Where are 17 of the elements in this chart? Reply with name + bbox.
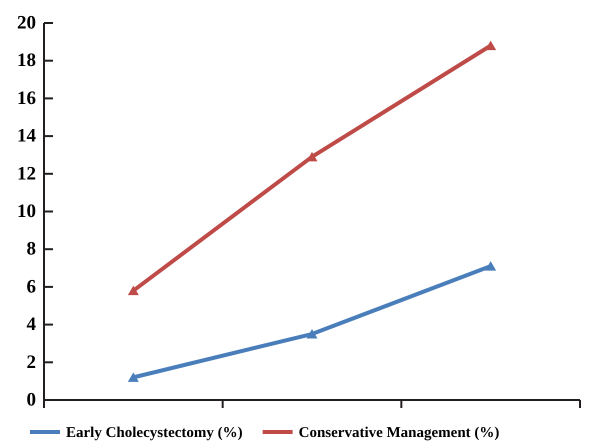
point — [128, 286, 139, 296]
y-tick-label: 8 — [26, 238, 36, 260]
y-tick-label: 20 — [17, 12, 36, 34]
y-tick-label: 2 — [26, 352, 36, 373]
point — [128, 372, 139, 382]
y-tick-label: 18 — [17, 50, 36, 72]
point — [306, 329, 318, 339]
legend-label: Early Cholecystectomy (%) — [66, 425, 243, 441]
y-tick-label: 14 — [17, 126, 36, 147]
y-tick-label: 10 — [17, 201, 36, 222]
y-tick-label: 0 — [26, 390, 36, 410]
y-tick-label: 12 — [17, 163, 36, 184]
point — [485, 261, 496, 271]
y-tick-label: 6 — [26, 276, 36, 298]
y-tick-label: 16 — [17, 88, 36, 109]
y-tick-label: 4 — [26, 314, 36, 336]
legend-label: Conservative Management (%) — [298, 425, 500, 441]
